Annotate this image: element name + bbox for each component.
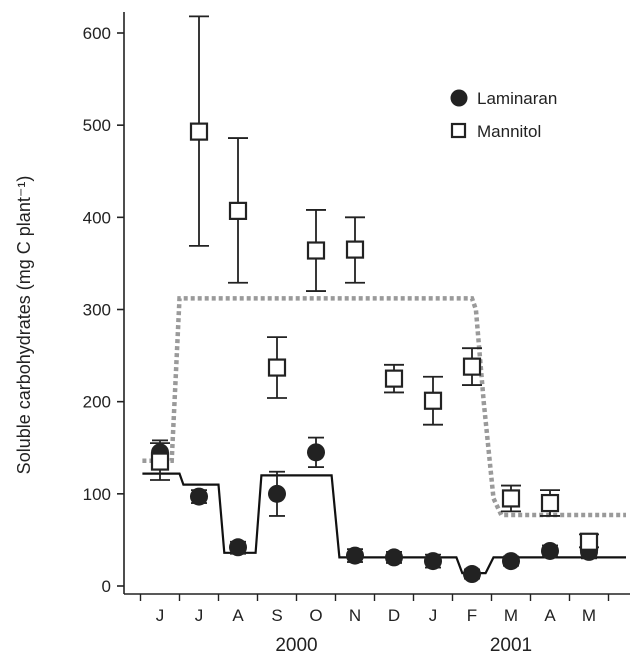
axes: 0 100 200 300 400 500 600 J J A S O N D J F M A M 2000 2001 bbox=[83, 12, 630, 654]
y-tick-label: 400 bbox=[83, 208, 111, 227]
laminaran-point bbox=[190, 487, 208, 506]
y-tick-label: 200 bbox=[83, 393, 111, 412]
x-tick-label: J bbox=[195, 606, 204, 625]
year-label: 2001 bbox=[490, 635, 532, 654]
laminaran-point bbox=[229, 538, 247, 557]
legend-marker-laminaran bbox=[450, 89, 468, 107]
x-tick-label: S bbox=[271, 606, 282, 625]
laminaran-point bbox=[268, 484, 286, 503]
x-tick-label: J bbox=[429, 606, 438, 625]
mannitol-point bbox=[384, 369, 404, 388]
laminaran-point bbox=[463, 565, 481, 584]
year-label: 2000 bbox=[275, 635, 317, 654]
legend-label-laminaran: Laminaran bbox=[477, 89, 557, 108]
mannitol-point bbox=[228, 201, 248, 220]
mannitol-point bbox=[345, 240, 365, 259]
x-tick-label: J bbox=[156, 606, 165, 625]
y-tick-label: 100 bbox=[83, 485, 111, 504]
data-markers bbox=[150, 15, 599, 584]
x-tick-label: M bbox=[504, 606, 518, 625]
x-tick-label: A bbox=[544, 606, 556, 625]
y-tick-label: 500 bbox=[83, 116, 111, 135]
laminaran-point bbox=[424, 552, 442, 571]
laminaran-point bbox=[307, 443, 325, 462]
mannitol-point bbox=[306, 241, 326, 260]
x-tick-label: F bbox=[467, 606, 477, 625]
y-axis-title: Soluble carbohydrates (mg C plant⁻¹) bbox=[14, 176, 34, 475]
y-tick-label: 600 bbox=[83, 24, 111, 43]
legend-marker-mannitol bbox=[450, 122, 467, 139]
legend: Laminaran Mannitol bbox=[450, 89, 557, 141]
mannitol-trend-line bbox=[142, 296, 626, 518]
y-tick-label: 0 bbox=[102, 577, 111, 596]
laminaran-point bbox=[385, 548, 403, 567]
mannitol-point bbox=[540, 493, 560, 513]
x-tick-label: M bbox=[582, 606, 596, 625]
mannitol-point bbox=[462, 357, 482, 376]
laminaran-point bbox=[502, 552, 520, 571]
laminaran-point bbox=[541, 541, 559, 560]
y-tick-label: 300 bbox=[83, 301, 111, 320]
mannitol-point bbox=[579, 532, 599, 551]
mannitol-point bbox=[267, 358, 287, 377]
laminaran-trend-line bbox=[142, 472, 626, 575]
mannitol-point bbox=[150, 452, 170, 471]
mannitol-point bbox=[423, 391, 443, 410]
trend-lines bbox=[142, 296, 626, 575]
x-tick-label: N bbox=[349, 606, 361, 625]
x-tick-label: A bbox=[232, 606, 244, 625]
mannitol-point bbox=[501, 489, 521, 508]
laminaran-point bbox=[346, 546, 364, 565]
legend-label-mannitol: Mannitol bbox=[477, 122, 541, 141]
x-tick-label: D bbox=[388, 606, 400, 625]
x-tick-label: O bbox=[309, 606, 322, 625]
mannitol-point bbox=[189, 122, 209, 141]
